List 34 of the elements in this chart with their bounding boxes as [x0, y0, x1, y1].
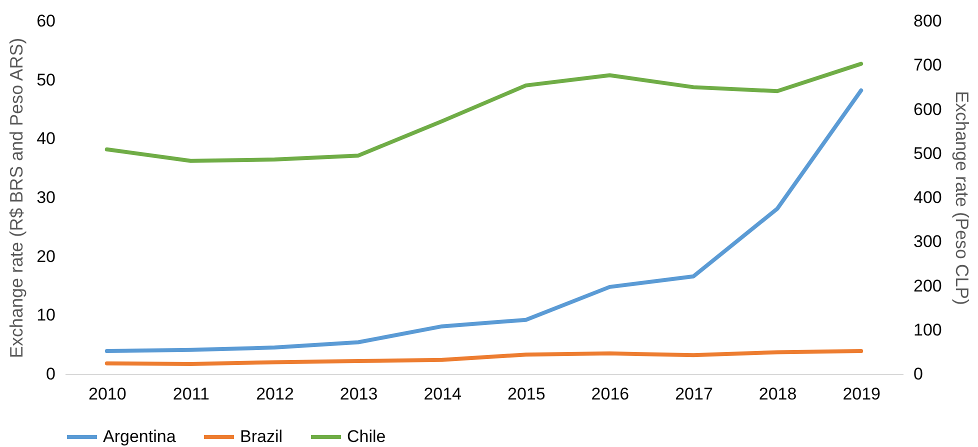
line-series [104, 349, 864, 366]
x-tick-label: 2018 [758, 384, 797, 404]
y-tick-label: 10 [36, 306, 56, 325]
y2-tick-label: 0 [914, 364, 923, 384]
line-series [104, 62, 864, 163]
x-tick-label: 2011 [172, 384, 210, 404]
x-tick-label: 2010 [88, 384, 126, 404]
x-tick-label: 2016 [591, 384, 630, 404]
y2-axis-title: Exchange rate (Peso CLP) [952, 90, 972, 306]
y2-tick-label: 200 [914, 276, 942, 296]
legend-label: Brazil [240, 427, 283, 446]
y-tick-label: 60 [36, 12, 56, 30]
y2-tick-label: 800 [914, 12, 942, 30]
y-tick-label: 50 [36, 70, 56, 90]
y2-tick-label: 500 [914, 144, 942, 163]
legend-label: Chile [347, 427, 386, 446]
y-tick-label: 0 [46, 364, 56, 384]
y-tick-label: 20 [36, 246, 56, 266]
x-tick-label: 2014 [424, 384, 462, 404]
legend-label: Argentina [103, 427, 176, 446]
y2-tick-label: 100 [914, 320, 942, 340]
x-tick-label: 2015 [507, 384, 546, 404]
y2-tick-label: 400 [914, 188, 942, 207]
y-tick-label: 30 [36, 188, 56, 207]
y-axis-title: Exchange rate (R$ BRS and Peso ARS) [6, 38, 27, 358]
y-tick-label: 40 [36, 129, 56, 148]
y2-tick-label: 300 [914, 232, 942, 252]
y2-tick-label: 700 [914, 56, 942, 75]
x-tick-label: 2013 [340, 384, 378, 404]
line-series [104, 88, 864, 354]
x-tick-label: 2012 [256, 384, 294, 404]
x-tick-label: 2019 [842, 384, 881, 404]
x-tick-label: 2017 [675, 384, 713, 404]
y2-tick-label: 600 [914, 100, 942, 119]
